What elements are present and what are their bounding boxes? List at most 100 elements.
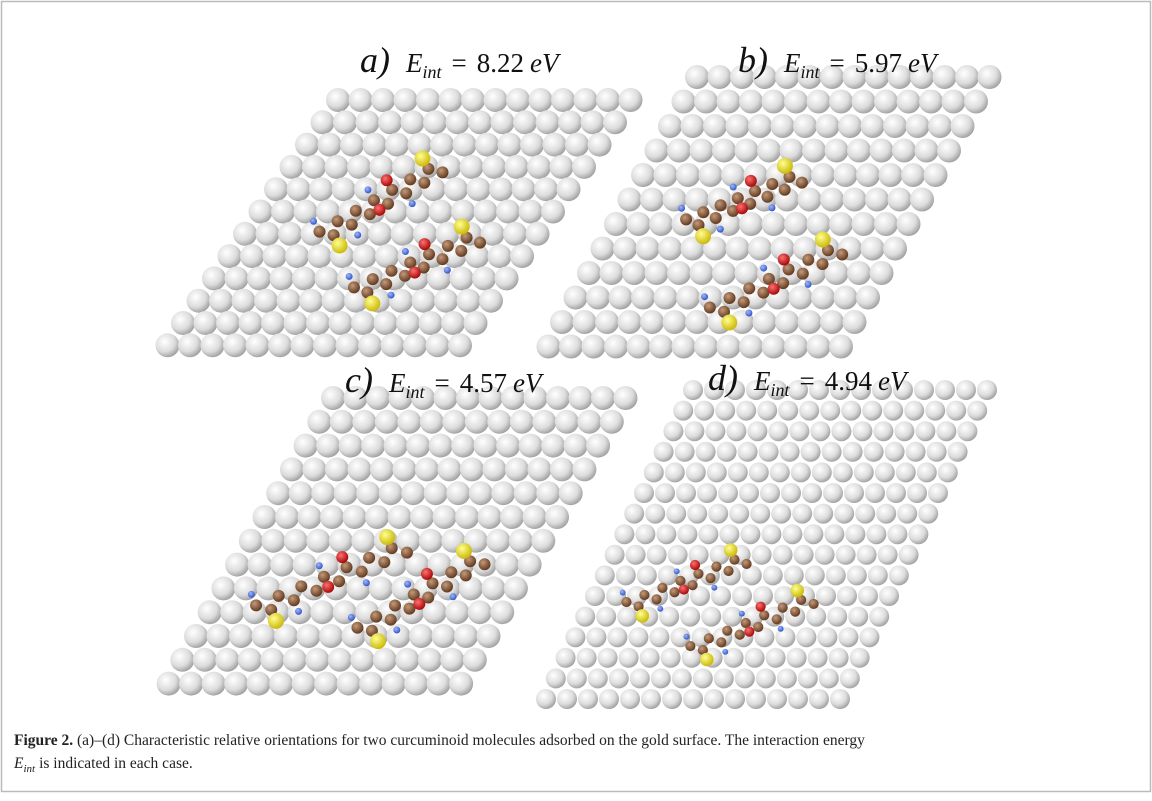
equals: = xyxy=(452,48,467,78)
gold-atom xyxy=(283,648,307,672)
gold-atom xyxy=(704,689,724,709)
gold-atom xyxy=(865,483,885,503)
gold-atom xyxy=(762,212,786,236)
gold-atom xyxy=(224,672,248,696)
gold-atom xyxy=(784,565,804,585)
gold-atom xyxy=(446,110,470,134)
gold-atom xyxy=(703,114,727,138)
gold-atom xyxy=(792,504,812,524)
gold-atom xyxy=(699,163,723,187)
oxygen xyxy=(679,584,689,594)
gold-atom xyxy=(707,462,727,482)
gold-atom xyxy=(397,410,421,434)
gold-atom xyxy=(465,410,489,434)
gold-atom xyxy=(935,380,955,400)
caption-end: is indicated in each case. xyxy=(39,755,193,772)
gold-atom xyxy=(385,133,409,157)
hydrogen xyxy=(310,218,317,225)
energy-value: 4.94 xyxy=(825,366,873,396)
sulfur xyxy=(724,543,738,557)
gold-atom xyxy=(739,335,763,359)
gold-atom xyxy=(416,88,440,112)
gold-atom xyxy=(550,457,574,481)
gold-atom xyxy=(330,410,354,434)
gold-atom xyxy=(291,333,315,357)
gold-atom xyxy=(249,200,273,224)
gold-atom xyxy=(347,155,371,179)
gold-atom xyxy=(378,110,402,134)
energy-value: 4.57 xyxy=(460,368,507,398)
gold-atom xyxy=(805,565,825,585)
gold-atom xyxy=(423,110,447,134)
gold-atom xyxy=(649,212,673,236)
gold-atom xyxy=(541,434,565,458)
gold-atom xyxy=(784,212,808,236)
gold-atom xyxy=(773,545,793,565)
carbon xyxy=(348,281,360,293)
carbon xyxy=(685,641,695,651)
oxygen xyxy=(421,568,433,580)
carbon xyxy=(441,580,453,592)
carbon xyxy=(621,597,631,607)
gold-atom xyxy=(866,524,886,544)
gold-atom xyxy=(858,586,878,606)
gold-atom xyxy=(157,672,181,696)
gold-atom xyxy=(605,545,625,565)
carbon xyxy=(363,552,375,564)
gold-atom xyxy=(239,311,263,335)
gold-atom xyxy=(564,286,588,310)
gold-atom xyxy=(510,410,534,434)
gold-atom xyxy=(564,434,588,458)
gold-atom xyxy=(658,237,682,261)
gold-atom xyxy=(585,586,605,606)
oxygen xyxy=(745,175,757,187)
gold-atom xyxy=(845,524,865,544)
gold-atom xyxy=(370,457,394,481)
gold-atom xyxy=(801,442,821,462)
gold-atom xyxy=(732,586,752,606)
gold-atom xyxy=(482,155,506,179)
gold-atom xyxy=(951,114,975,138)
gold-atom xyxy=(719,524,739,544)
gold-atom xyxy=(626,545,646,565)
gold-atom xyxy=(813,504,833,524)
oxygen xyxy=(768,283,780,295)
carbon xyxy=(766,178,778,190)
gold-atom xyxy=(454,624,478,648)
gold-atom xyxy=(351,311,375,335)
gold-atom xyxy=(429,434,453,458)
gold-atom xyxy=(292,266,316,290)
carbon xyxy=(350,205,362,217)
gold-atom xyxy=(264,177,288,201)
gold-atom xyxy=(686,462,706,482)
carbon xyxy=(723,566,733,576)
gold-atom xyxy=(351,529,375,553)
gold-atom xyxy=(460,155,484,179)
gold-atom xyxy=(762,90,786,114)
gold-atom xyxy=(595,310,619,334)
gold-atom xyxy=(266,481,290,505)
carbon xyxy=(310,585,322,597)
gold-atom xyxy=(861,114,885,138)
gold-atom xyxy=(848,607,868,627)
gold-atom xyxy=(735,261,759,285)
gold-atom xyxy=(448,333,472,357)
gold-atom xyxy=(513,110,537,134)
gold-atom xyxy=(735,668,755,688)
gold-atom xyxy=(789,421,809,441)
gold-atom xyxy=(914,380,934,400)
gold-atom xyxy=(229,624,253,648)
gold-atom xyxy=(784,335,808,359)
gold-atom xyxy=(928,114,952,138)
caption-line-2: Eintis indicated in each case. xyxy=(13,755,193,775)
gold-atom xyxy=(445,600,469,624)
gold-atom xyxy=(565,627,585,647)
gold-atom xyxy=(271,200,295,224)
gold-atom xyxy=(325,457,349,481)
gold-atom xyxy=(915,139,939,163)
gold-atom xyxy=(738,442,758,462)
gold-atom xyxy=(329,529,353,553)
gold-atom xyxy=(619,648,639,668)
gold-atom xyxy=(735,139,759,163)
gold-atom xyxy=(896,462,916,482)
